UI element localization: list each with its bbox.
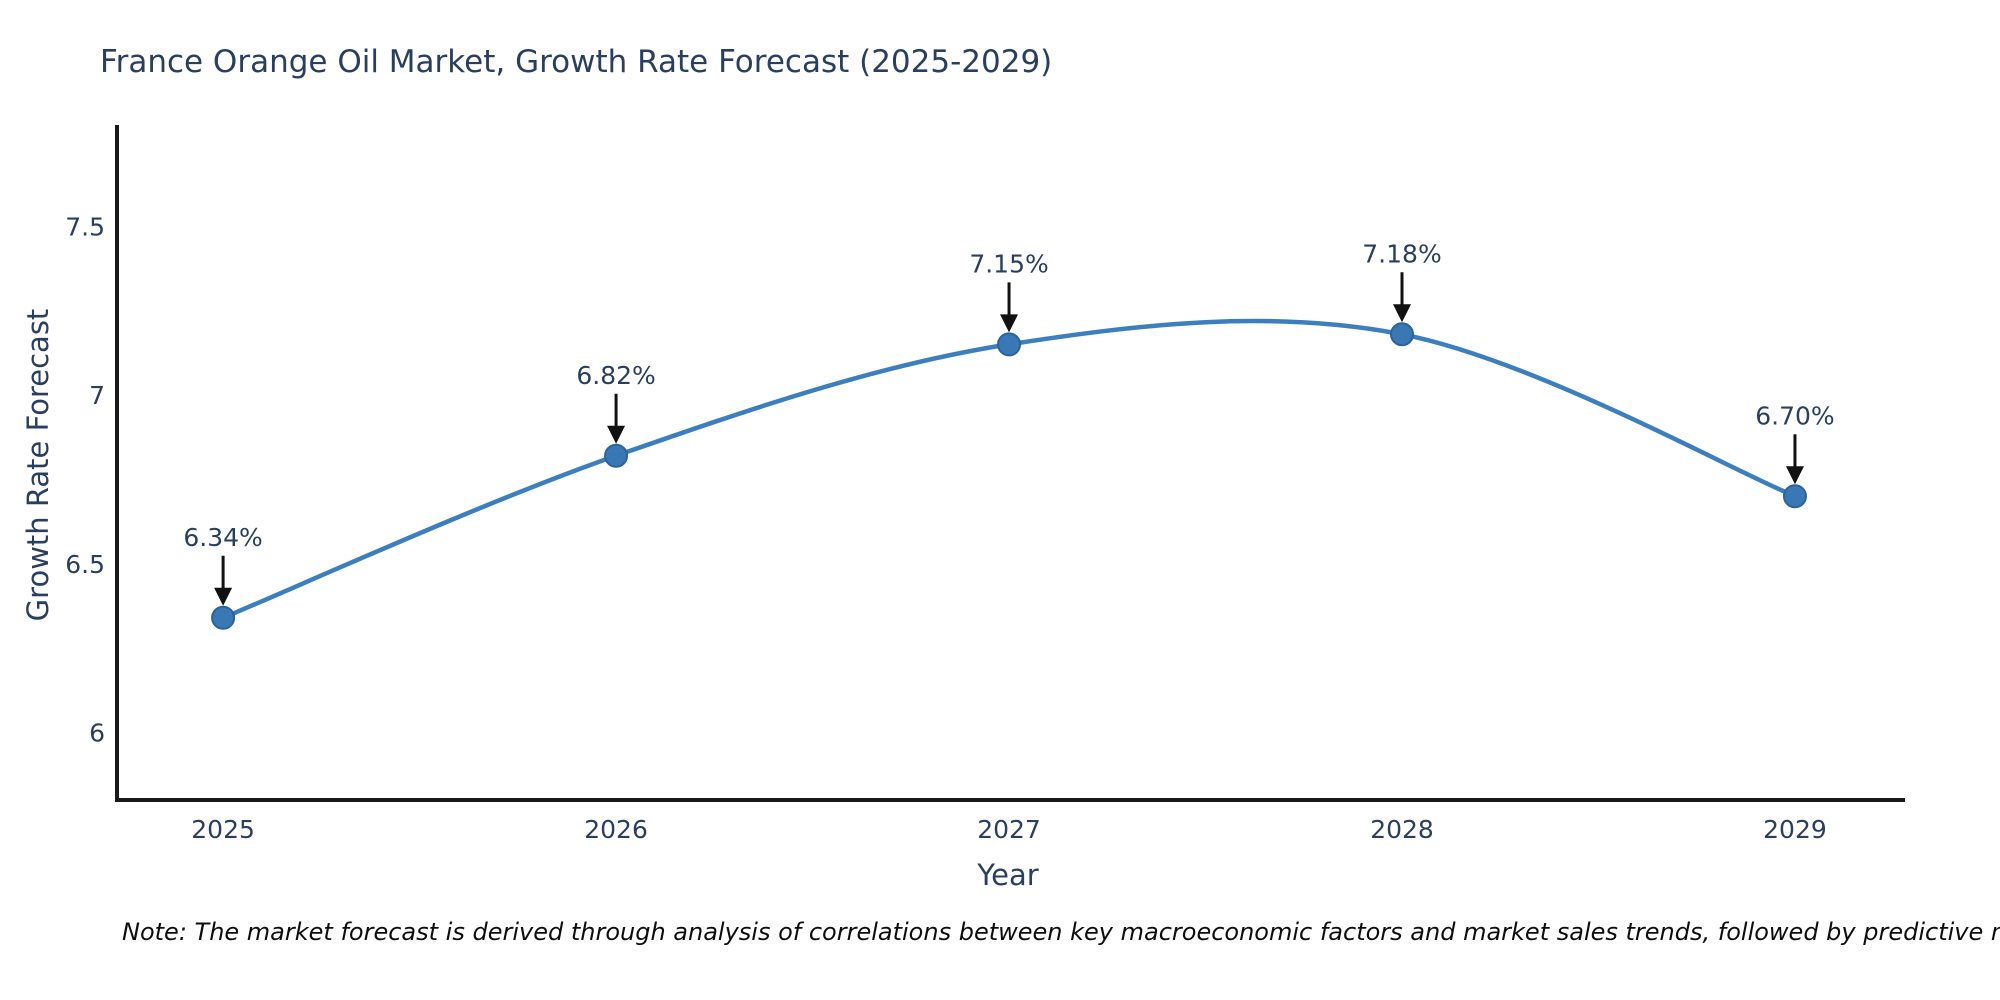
point-value-label: 6.82% (576, 361, 655, 390)
x-tick-label: 2027 (977, 815, 1041, 844)
data-point-marker[interactable] (1782, 484, 1807, 509)
point-value-label: 6.70% (1755, 401, 1834, 430)
y-tick-label: 6 (89, 719, 105, 748)
x-tick-label: 2028 (1370, 815, 1434, 844)
y-tick-label: 6.5 (65, 550, 105, 579)
point-value-label: 7.15% (969, 249, 1048, 278)
point-value-label: 6.34% (183, 523, 262, 552)
data-point-marker[interactable] (1390, 322, 1415, 347)
data-point-marker[interactable] (997, 332, 1022, 357)
trend-line (220, 318, 1798, 620)
annotation-arrowhead-icon (1785, 466, 1804, 485)
point-value-label: 7.18% (1362, 239, 1441, 268)
annotation-arrowhead-icon (1393, 304, 1412, 323)
annotation-arrowhead-icon (607, 425, 626, 444)
x-tick-label: 2025 (191, 815, 255, 844)
x-axis-title: Year (977, 858, 1039, 892)
data-point-marker[interactable] (604, 443, 629, 468)
x-tick-label: 2026 (584, 815, 648, 844)
y-tick-label: 7 (89, 381, 105, 410)
y-tick-label: 7.5 (65, 212, 105, 241)
footnote: Note: The market forecast is derived thr… (122, 918, 2000, 946)
x-tick-label: 2029 (1763, 815, 1827, 844)
annotation-arrowhead-icon (214, 587, 233, 606)
data-point-marker[interactable] (211, 605, 236, 630)
annotation-arrowhead-icon (1000, 314, 1019, 333)
chart-title: France Orange Oil Market, Growth Rate Fo… (100, 44, 1053, 80)
